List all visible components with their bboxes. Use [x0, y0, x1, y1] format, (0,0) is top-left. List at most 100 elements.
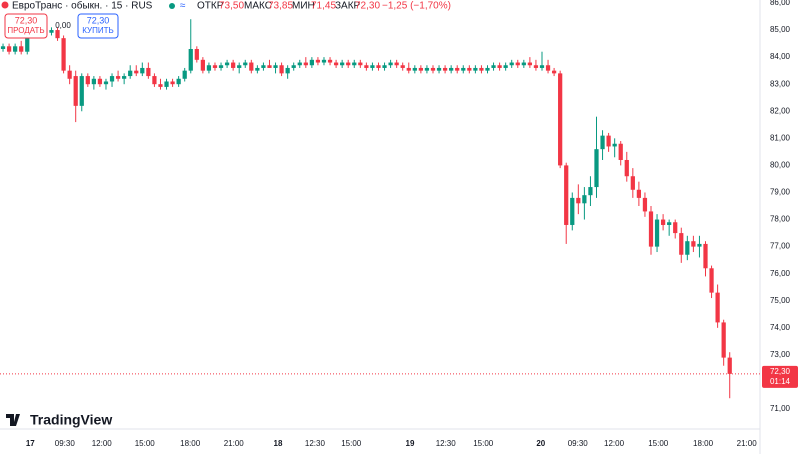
candle-body — [382, 65, 387, 68]
y-tick-label: 85,00 — [770, 25, 791, 34]
candle-body — [667, 222, 672, 225]
candle-body — [267, 65, 272, 68]
candle-body — [152, 76, 157, 85]
x-tick-label: 12:30 — [305, 439, 326, 448]
status-dot — [169, 3, 175, 9]
candle-body — [297, 62, 302, 66]
candle-body — [261, 65, 266, 68]
candle-body — [0, 46, 6, 49]
candle-body — [654, 219, 660, 247]
logo: TradingView — [30, 412, 112, 428]
y-tick-label: 86,00 — [770, 0, 791, 7]
candle-body — [539, 65, 545, 68]
symbol: ЕвроТранс · обыкн. · 15 · RUS — [12, 0, 153, 12]
candle-body — [606, 135, 611, 147]
y-tick-label: 71,00 — [770, 404, 791, 413]
candle-body — [340, 62, 345, 66]
candle-body — [624, 159, 629, 177]
x-tick-label: 21:00 — [737, 439, 758, 448]
candle-body — [315, 59, 321, 63]
candle-body — [164, 81, 169, 87]
candle-body — [703, 243, 708, 269]
candle-body — [309, 59, 314, 66]
candle-body — [715, 292, 720, 323]
candle-body — [479, 67, 484, 71]
candle-body — [630, 176, 635, 190]
candle-body — [25, 32, 30, 52]
countdown: 01:14 — [770, 377, 791, 386]
spread: 0,00 — [55, 21, 71, 30]
y-tick-label: 73,00 — [770, 350, 791, 359]
x-tick-label: 09:30 — [55, 439, 76, 448]
sell-label[interactable]: ПРОДАТЬ — [7, 26, 44, 35]
candle-body — [303, 62, 308, 66]
y-tick-label: 82,00 — [770, 106, 791, 115]
candle-body — [636, 189, 642, 198]
buy-button[interactable] — [77, 13, 119, 39]
candle-body — [19, 46, 24, 52]
x-tick-label: 18:00 — [693, 439, 714, 448]
candle-body — [648, 211, 654, 247]
candle-body — [685, 241, 690, 255]
x-tick-label: 18:00 — [180, 439, 201, 448]
candle-body — [122, 76, 127, 79]
candle-body — [255, 67, 260, 71]
symbol-icon — [1, 1, 9, 9]
x-tick-label: 12:30 — [436, 439, 457, 448]
y-tick-label: 75,00 — [770, 296, 791, 305]
sell-price[interactable]: 72,30 — [15, 15, 38, 25]
candle-body — [206, 65, 212, 71]
candle-body — [594, 149, 599, 188]
open-label: ОТКР — [197, 1, 224, 12]
y-tick-label: 78,00 — [770, 215, 791, 224]
candle-body — [279, 65, 284, 74]
candle-body — [533, 65, 539, 68]
x-tick-label: 09:30 — [568, 439, 589, 448]
candle-body — [576, 197, 581, 204]
candle-body — [588, 187, 593, 196]
y-tick-label: 84,00 — [770, 52, 791, 61]
candle-body — [418, 67, 423, 71]
candle-body — [503, 65, 508, 68]
candle-body — [97, 78, 103, 85]
change-value: −1,25 (−1,70%) — [382, 1, 451, 12]
candle-body — [412, 67, 417, 71]
candle-body — [582, 195, 587, 204]
candle-body — [545, 65, 551, 71]
candle-body — [176, 78, 181, 85]
buy-price[interactable]: 72,30 — [87, 15, 110, 25]
y-tick-label: 79,00 — [770, 188, 791, 197]
candle-body — [67, 70, 72, 79]
candle-body — [237, 65, 242, 68]
close-label: ЗАКР — [335, 1, 361, 12]
candle-body — [430, 67, 436, 71]
x-tick-label: 15:00 — [135, 439, 156, 448]
candle-body — [455, 67, 460, 71]
candle-body — [103, 81, 109, 85]
x-tick-label: 12:00 — [604, 439, 625, 448]
candle-body — [91, 78, 96, 85]
candle-body — [660, 219, 666, 225]
candle-body — [61, 38, 66, 71]
candle-body — [673, 222, 678, 234]
x-tick-label: 19 — [406, 439, 415, 448]
buy-label[interactable]: КУПИТЬ — [82, 26, 113, 35]
sell-button[interactable] — [4, 13, 48, 39]
candle-body — [376, 65, 381, 68]
candle-body — [515, 62, 520, 66]
icon: ≈ — [180, 1, 186, 12]
candle-body — [79, 76, 84, 106]
candle-body — [709, 268, 714, 293]
candle-body — [436, 67, 442, 71]
x-tick-label: 12:00 — [92, 439, 113, 448]
candle-body — [182, 70, 187, 79]
high-label: МАКС — [244, 1, 272, 12]
candle-body — [218, 65, 224, 68]
candle-body — [370, 65, 375, 68]
x-tick-label: 15:00 — [341, 439, 362, 448]
candle-body — [146, 67, 151, 77]
candle-body — [467, 67, 472, 71]
candle-body — [188, 48, 193, 71]
y-tick-label: 77,00 — [770, 242, 791, 251]
